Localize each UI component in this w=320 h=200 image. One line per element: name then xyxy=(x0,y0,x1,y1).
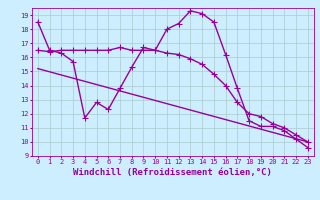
X-axis label: Windchill (Refroidissement éolien,°C): Windchill (Refroidissement éolien,°C) xyxy=(73,168,272,177)
